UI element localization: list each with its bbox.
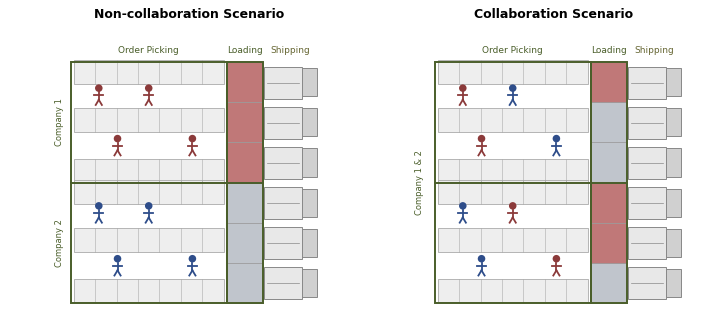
Circle shape [459, 202, 467, 210]
Bar [628, 107, 666, 139]
Bar [302, 68, 317, 96]
Bar [226, 263, 263, 303]
Text: Loading: Loading [591, 46, 627, 55]
Bar [438, 60, 587, 84]
Circle shape [553, 135, 560, 142]
Bar [438, 180, 587, 204]
Bar [666, 149, 681, 177]
Bar [590, 222, 627, 263]
Bar [74, 60, 223, 84]
Bar [264, 267, 302, 299]
Bar [590, 102, 627, 143]
Bar [226, 183, 263, 222]
Circle shape [114, 135, 122, 142]
Bar [226, 62, 263, 102]
Bar [302, 229, 317, 256]
Text: Company 1: Company 1 [55, 99, 64, 146]
Bar [590, 62, 627, 303]
Circle shape [189, 255, 196, 262]
Bar [226, 62, 263, 303]
Bar [74, 228, 223, 252]
Bar [226, 102, 263, 143]
Bar [302, 149, 317, 177]
Bar [71, 62, 226, 303]
Bar [628, 227, 666, 259]
Circle shape [114, 255, 122, 262]
Circle shape [95, 202, 103, 210]
Circle shape [509, 84, 516, 92]
Bar [590, 62, 627, 102]
Bar [666, 68, 681, 96]
Bar [438, 108, 587, 132]
Text: Company 1 & 2: Company 1 & 2 [415, 150, 424, 215]
Bar [438, 279, 587, 302]
Bar [628, 147, 666, 179]
Text: Collaboration Scenario: Collaboration Scenario [474, 8, 633, 21]
Bar [628, 66, 666, 99]
Text: Order Picking: Order Picking [483, 46, 543, 55]
Circle shape [478, 135, 486, 142]
Bar [264, 107, 302, 139]
Circle shape [189, 135, 196, 142]
Bar [264, 66, 302, 99]
Bar [666, 229, 681, 256]
Circle shape [145, 84, 152, 92]
Bar [438, 228, 587, 252]
Circle shape [145, 202, 152, 210]
Bar [264, 147, 302, 179]
Bar [666, 269, 681, 297]
Bar [590, 183, 627, 222]
Circle shape [459, 84, 467, 92]
Text: Shipping: Shipping [271, 46, 311, 55]
Bar [666, 109, 681, 136]
Bar [666, 188, 681, 217]
Bar [264, 227, 302, 259]
Text: Loading: Loading [227, 46, 263, 55]
Bar [302, 109, 317, 136]
Bar [628, 187, 666, 219]
Bar [438, 159, 587, 182]
Text: Shipping: Shipping [635, 46, 675, 55]
Bar [302, 188, 317, 217]
Bar [264, 187, 302, 219]
Text: Non-collaboration Scenario: Non-collaboration Scenario [94, 8, 285, 21]
Bar [74, 279, 223, 302]
Bar [590, 263, 627, 303]
Circle shape [95, 84, 103, 92]
Bar [302, 269, 317, 297]
Circle shape [478, 255, 486, 262]
Text: Company 2: Company 2 [55, 219, 64, 266]
Bar [590, 143, 627, 183]
Circle shape [553, 255, 560, 262]
Bar [435, 62, 590, 303]
Circle shape [509, 202, 516, 210]
Bar [74, 180, 223, 204]
Bar [226, 143, 263, 183]
Bar [628, 267, 666, 299]
Bar [226, 222, 263, 263]
Bar [74, 108, 223, 132]
Bar [74, 159, 223, 182]
Text: Order Picking: Order Picking [119, 46, 179, 55]
